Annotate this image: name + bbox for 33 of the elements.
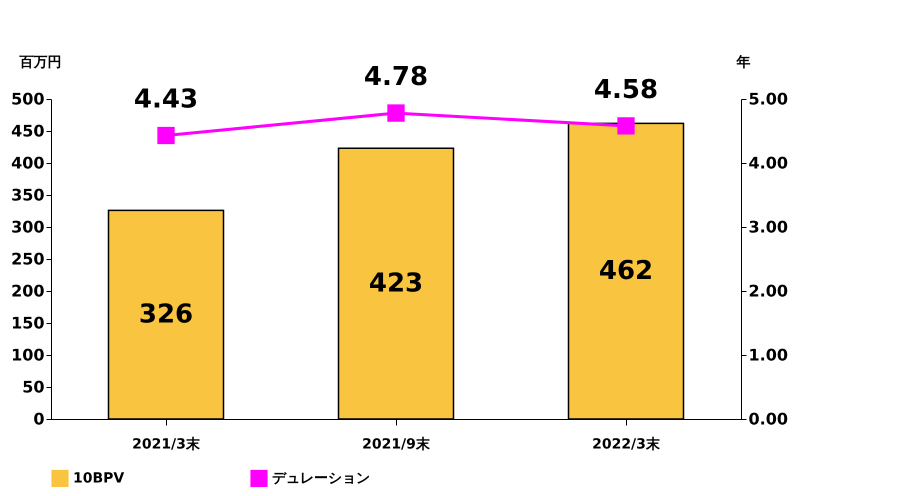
y2-tick-label: 3.00: [748, 218, 788, 236]
y2-tick-label: 1.00: [748, 346, 788, 364]
y-tick-label: 450: [11, 122, 44, 140]
data-label: 462: [598, 256, 654, 286]
y2-axis-title: 年: [736, 54, 750, 70]
y-tick-label: 0: [33, 410, 44, 428]
x-tick-label: 2022/3末: [592, 436, 661, 452]
y2-tick-label: 5.00: [748, 90, 788, 108]
y-tick-label: 250: [11, 250, 44, 268]
y2-tick-label: 4.00: [748, 154, 788, 172]
point: [387, 104, 405, 122]
y2-tick-label: 2.00: [748, 282, 788, 300]
point: [617, 117, 635, 135]
point: [157, 126, 175, 144]
y-tick-label: 50: [22, 378, 44, 396]
y-axis-title: 百万円: [18, 54, 62, 70]
x-tick-label: 2021/3末: [132, 436, 201, 452]
y-tick-label: 350: [11, 186, 44, 204]
y-tick-label: 500: [11, 90, 44, 108]
y-tick-label: 100: [11, 346, 44, 364]
legend-label: デュレーション: [272, 470, 370, 486]
data-label: 423: [368, 268, 424, 299]
x-tick-label: 2021/9末: [362, 436, 431, 452]
legend-label: 10BPV: [73, 470, 124, 486]
data-label: 4.43: [134, 84, 198, 114]
y-tick-label: 300: [11, 218, 44, 236]
y-tick-label: 150: [11, 314, 44, 332]
y-tick-label: 200: [11, 282, 44, 300]
data-label: 326: [138, 300, 194, 330]
data-label: 4.78: [364, 62, 428, 92]
data-label: 4.58: [594, 74, 658, 105]
y2-tick-label: 0.00: [748, 410, 788, 428]
y-tick-label: 400: [11, 154, 44, 172]
